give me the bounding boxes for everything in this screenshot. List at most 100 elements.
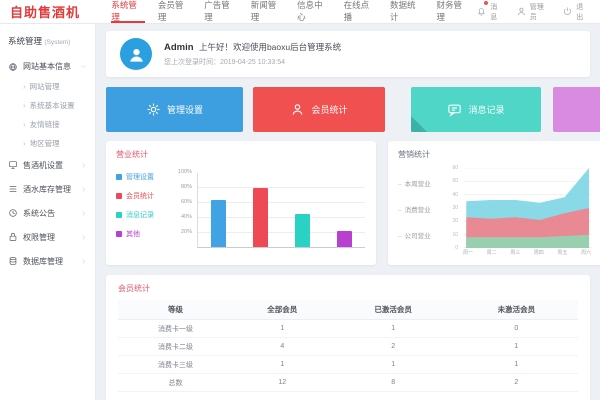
charts-row: 营业统计 管理设置 会员统计 消息记录 其他 100% 80% 60% 40% 20% 营销统…: [106, 141, 600, 265]
y-tick: 30: [452, 205, 458, 211]
sidebar-sub-site[interactable]: 网站管理: [8, 77, 87, 96]
bar-chart-card: 营业统计 管理设置 会员统计 消息记录 其他 100% 80% 60% 40% 20%: [106, 141, 376, 265]
sidebar-item-permissions[interactable]: 权限管理: [8, 225, 87, 249]
tile-extra[interactable]: [553, 87, 600, 132]
nav-statistics[interactable]: 数据统计: [390, 0, 416, 22]
nav-system[interactable]: 系统管理: [111, 0, 145, 23]
nav-members[interactable]: 会员管理: [157, 0, 184, 22]
legend-swatch: [116, 231, 122, 237]
nav-ads[interactable]: 广告管理: [204, 0, 230, 22]
y-tick: 60: [452, 165, 458, 171]
legend-item[interactable]: 消息记录: [116, 210, 172, 220]
bell-icon: [478, 8, 486, 16]
legend-swatch: [116, 193, 122, 199]
bar: [294, 213, 310, 247]
legend-label: 会员统计: [126, 193, 154, 200]
sidebar-item-notice[interactable]: 系统公告: [8, 201, 87, 225]
table-row: 总数 12 8 2: [118, 373, 578, 392]
nav-finance[interactable]: 财务管理: [436, 0, 462, 22]
bar: [211, 200, 227, 247]
sidebar-sub-links[interactable]: 友情链接: [8, 115, 87, 134]
y-tick: 10: [452, 231, 458, 238]
table-header-cell: 全部会员: [233, 300, 332, 320]
table-cell: 0: [454, 319, 578, 338]
logout-button[interactable]: 退出: [562, 2, 590, 22]
table-header-cell: 等级: [118, 300, 233, 320]
gear-icon: [147, 103, 160, 116]
sidebar-item-database[interactable]: 数据库管理: [8, 249, 87, 273]
sidebar-title-cn: 系统管理: [8, 36, 43, 46]
clock-icon: [9, 209, 17, 217]
avatar: [120, 38, 152, 70]
x-tick: 周一: [463, 250, 474, 256]
tile-messages[interactable]: 消息记录: [411, 87, 541, 132]
table-cell: 1: [454, 337, 578, 356]
y-tick: 40%: [180, 214, 192, 220]
welcome-card: Admin 上午好！欢迎使用baoxu后台管理系统 您上次登录时间：2019-0…: [106, 31, 590, 77]
chevron-right-icon: [82, 210, 85, 216]
sidebar-item-label: 系统公告: [23, 208, 55, 218]
legend-label: 消息记录: [126, 212, 154, 219]
nav-news[interactable]: 新闻管理: [250, 0, 277, 22]
table-cell: 1: [233, 319, 332, 338]
table-cell: 消费卡三级: [118, 355, 233, 374]
user-icon: [517, 7, 525, 16]
y-tick: 50: [452, 178, 458, 185]
chevron-right-icon: [82, 186, 85, 192]
y-tick: 60%: [180, 199, 192, 205]
nav-vod[interactable]: 在线点播: [343, 0, 370, 22]
table-cell: 4: [233, 337, 332, 356]
sidebar-item-inventory[interactable]: 酒水库存管理: [8, 177, 87, 201]
x-tick: 周四: [533, 250, 544, 256]
sidebar-sub-region[interactable]: 地区管理: [8, 134, 87, 153]
sidebar-item-machine[interactable]: 售酒机设置: [8, 153, 87, 177]
tile-label: 会员统计: [311, 105, 348, 115]
globe-icon: [9, 62, 17, 71]
welcome-username: Admin: [164, 42, 194, 53]
sidebar-sub-basic[interactable]: 系统基本设置: [8, 96, 87, 115]
y-tick: 40: [452, 191, 458, 198]
y-tick: 80%: [180, 184, 192, 190]
chevron-right-icon: [82, 162, 85, 168]
app-logo: 自助售酒机: [10, 5, 81, 20]
sidebar-title-en: (System): [44, 39, 71, 46]
sidebar-group-site-info[interactable]: 网站基本信息: [8, 56, 87, 77]
member-table: 等级 全部会员 已激活会员 未激活会员 消费卡一级 1 1 0 消费卡二级 4 2 1 消费卡三级 1 1…: [118, 300, 578, 392]
topbar-tools: 消息 管理员 退出: [476, 0, 590, 22]
area-chart-x-axis: 周一 周二 周三 周四 周五 周六: [461, 248, 593, 256]
table-cell: 消费卡二级: [118, 337, 233, 356]
logout-label: 退出: [576, 3, 584, 21]
bar-chart-legend: 管理设置会员统计消息记录其他: [116, 168, 172, 248]
legend-label: 其他: [126, 231, 140, 238]
legend-item[interactable]: 消费营业: [398, 204, 446, 214]
tile-member-stats[interactable]: 会员统计: [253, 87, 385, 132]
sidebar-item-label: 权限管理: [23, 232, 55, 242]
area-chart-y-axis: 60 50 40 30 20 10 0: [446, 165, 459, 251]
table-cell: 总数: [118, 373, 233, 392]
legend-item[interactable]: 本周营业: [398, 178, 446, 188]
table-row: 消费卡三级 1 1 1: [118, 355, 578, 374]
member-table-body: 消费卡一级 1 1 0 消费卡二级 4 2 1 消费卡三级 1 1 1 总数 12 8 2: [118, 319, 578, 392]
legend-item[interactable]: 管理设置: [116, 172, 172, 182]
sidebar: 系统管理 (System) 网站基本信息 网站管理 系统基本设置 友情链接 地区…: [0, 24, 96, 400]
last-login-time: 您上次登录时间：2019-04-25 10:33:54: [164, 59, 285, 66]
legend-item[interactable]: 会员统计: [116, 191, 172, 201]
tile-settings[interactable]: 管理设置: [106, 87, 243, 132]
machine-icon: [9, 161, 17, 169]
notifications-button[interactable]: 消息: [476, 0, 504, 22]
legend-item[interactable]: 公司营业: [398, 230, 446, 240]
table-header-cell: 未激活会员: [454, 300, 578, 320]
y-tick: 0: [455, 245, 458, 251]
table-cell: 1: [233, 355, 332, 374]
table-cell: 1: [454, 355, 578, 374]
welcome-greeting: 上午好！欢迎使用baoxu后台管理系统: [198, 42, 342, 52]
sidebar-group-label: 网站基本信息: [23, 62, 71, 71]
nav-info-center[interactable]: 信息中心: [297, 0, 323, 22]
account-button[interactable]: 管理员: [516, 2, 550, 22]
bar-chart-title: 营业统计: [116, 150, 148, 159]
bar-chart-plot: [197, 173, 365, 248]
area-chart-card: 营销统计 本周营业消费营业公司营业 60 50 40 30 20 10 0 周一 周二 周三 周四…: [388, 141, 600, 265]
legend-item[interactable]: 其他: [116, 229, 172, 239]
database-icon: [9, 257, 17, 265]
table-row: 消费卡一级 1 1 0: [118, 319, 578, 338]
